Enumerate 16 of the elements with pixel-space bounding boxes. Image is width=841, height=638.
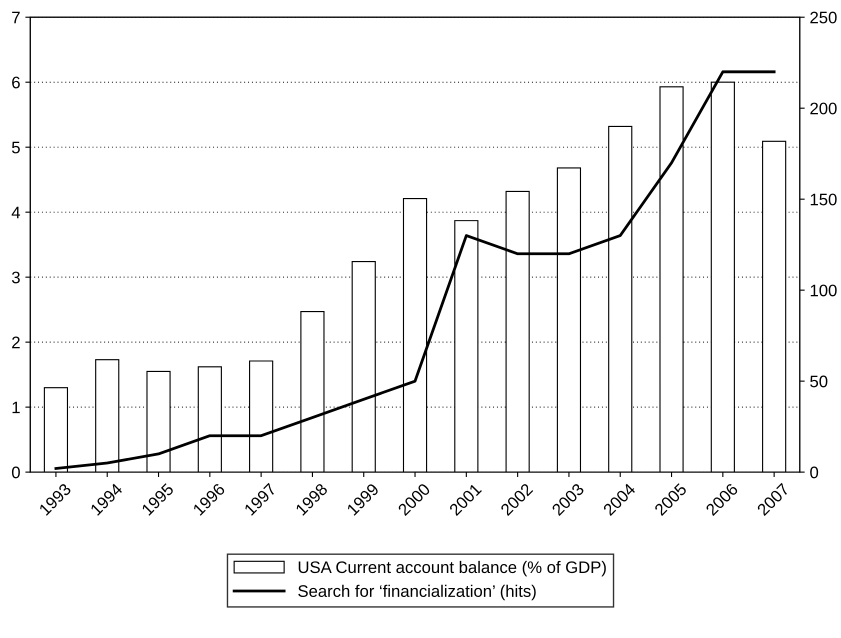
legend-label: Search for ‘financialization’ (hits): [298, 584, 536, 600]
legend-label: USA Current account balance (% of GDP): [298, 560, 606, 576]
y2-tick-label: 250: [810, 12, 837, 24]
y-tick-label: 0: [12, 466, 20, 478]
y-tick-label: 2: [12, 336, 20, 348]
y-tick-label: 7: [12, 12, 20, 24]
y2-tick-label: 150: [810, 194, 837, 206]
y2-tick-label: 200: [810, 102, 837, 114]
y2-tick-label: 0: [810, 466, 818, 478]
y2-tick-label: 100: [810, 284, 837, 296]
y2-tick-label: 50: [810, 376, 828, 388]
y-tick-label: 4: [12, 206, 20, 218]
y-tick-label: 3: [12, 272, 20, 284]
y-tick-label: 1: [12, 402, 20, 414]
y-tick-label: 5: [12, 142, 20, 154]
y-tick-label: 6: [12, 76, 20, 88]
